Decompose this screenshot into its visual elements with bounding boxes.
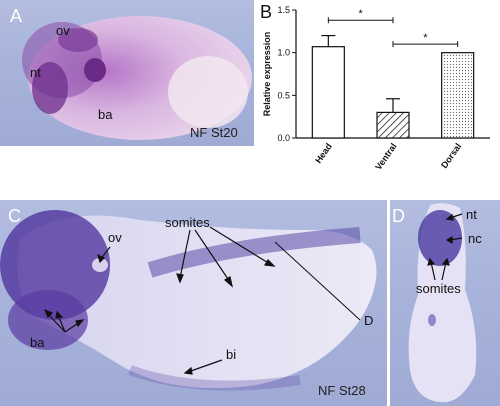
stage-label-st20: NF St20 (190, 125, 238, 140)
panel-b-letter: B (260, 2, 273, 22)
panel-a-image: A ov nt ba NF St20 (0, 0, 254, 146)
x-tick-label: Dorsal (439, 141, 463, 170)
label-somites: somites (416, 281, 461, 296)
label-ba: ba (30, 335, 45, 350)
label-ba: ba (98, 107, 113, 122)
section-line-label: D (364, 313, 374, 328)
y-axis-label: Relative expression (262, 32, 272, 117)
label-ov: ov (108, 230, 122, 245)
panel-b-chart: B 0.0 0.5 1.0 1.5 Relative expression * * Hea… (254, 0, 500, 200)
label-nc: nc (468, 231, 482, 246)
stage-label-st28: NF St28 (318, 383, 366, 398)
label-nt: nt (466, 207, 477, 222)
section-illustration (408, 203, 477, 403)
panel-d-letter: D (392, 206, 405, 226)
label-nt: nt (30, 65, 41, 80)
x-tick-label: Ventral (373, 141, 398, 171)
label-bi: bi (226, 347, 237, 362)
bar-head (311, 46, 345, 139)
panel-c-image: C ov somites ba bi D NF St28 (0, 200, 387, 406)
panel-a-letter: A (10, 6, 23, 26)
y-tick-label: 1.0 (277, 48, 290, 58)
panel-d-image: D nt nc somites (390, 200, 500, 406)
label-somites: somites (165, 215, 210, 230)
significance-star: * (359, 8, 364, 20)
bar-chart: 0.0 0.5 1.0 1.5 Relative expression * * Head V… (262, 5, 490, 172)
embryo-st20-illustration (22, 16, 252, 140)
label-ov: ov (56, 23, 70, 38)
panel-c-letter: C (8, 206, 21, 226)
bar-ventral (376, 111, 410, 139)
bar-dorsal (441, 52, 475, 139)
significance-star: * (423, 32, 428, 44)
y-tick-label: 0.0 (277, 133, 290, 143)
y-tick-label: 1.5 (277, 5, 290, 15)
x-tick-label: Head (313, 141, 334, 165)
embryo-st28-illustration (0, 210, 377, 391)
y-tick-label: 0.5 (277, 90, 290, 100)
